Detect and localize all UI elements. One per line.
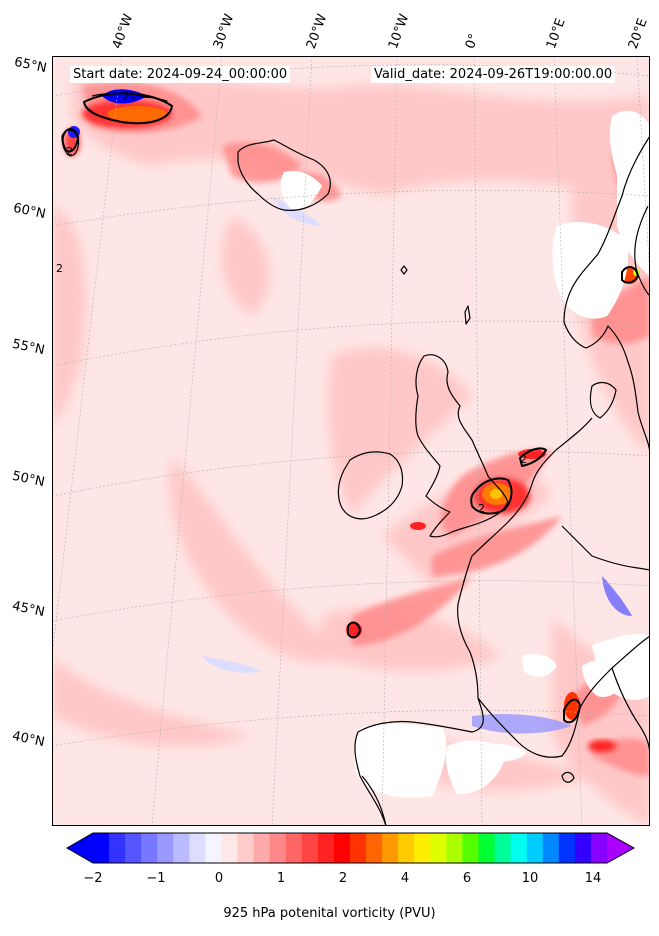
colorbar-swatch <box>125 833 142 863</box>
contour-label: 2 <box>520 453 527 466</box>
colorbar-swatch <box>269 833 287 863</box>
lon-label-10w: 10°W <box>385 12 413 51</box>
colorbar-swatch <box>141 833 158 863</box>
lon-label-30w: 30°W <box>210 12 238 51</box>
colorbar-swatch <box>478 833 496 863</box>
colorbar-swatch <box>366 833 383 863</box>
colorbar-swatch <box>542 833 560 863</box>
colorbar-swatch <box>109 833 126 863</box>
colorbar-tick: 2 <box>338 871 348 886</box>
colorbar-swatch <box>398 833 415 863</box>
colorbar-outline <box>66 832 636 864</box>
colorbar-swatch <box>157 833 174 863</box>
lat-label-55n: 55°N <box>10 336 46 359</box>
lon-label-20e: 20°E <box>625 16 651 51</box>
colorbar-tick: −2 <box>83 871 103 886</box>
lat-label-45n: 45°N <box>10 598 46 621</box>
colorbar-tick: 6 <box>462 871 472 886</box>
lat-label-60n: 60°N <box>11 200 47 223</box>
lat-label-50n: 50°N <box>10 468 46 491</box>
colorbar-swatch <box>221 833 239 863</box>
pv-negative-patches <box>68 89 632 734</box>
contour-label: 2 <box>56 262 63 275</box>
colorbar-tick: 4 <box>400 871 410 886</box>
contour-label: 2 <box>66 145 73 158</box>
colorbar-swatch <box>237 833 255 863</box>
coast-iceland <box>237 139 331 211</box>
colorbar-tick: 0 <box>214 871 224 886</box>
colorbar-swatch <box>462 833 479 863</box>
masked-terrain <box>280 110 650 798</box>
graticule <box>52 56 650 826</box>
colorbar-tick: 10 <box>521 871 539 886</box>
colorbar-swatch <box>350 833 367 863</box>
colorbar-tick: 1 <box>276 871 286 886</box>
coast-continental-europe <box>354 417 593 826</box>
colorbar-swatch <box>301 833 319 863</box>
contour-label: 2 <box>122 90 129 103</box>
colorbar-label: 925 hPa potenital vorticity (PVU) <box>223 906 436 921</box>
contour-pv2-uk <box>470 477 513 515</box>
lat-label-65n: 65°N <box>12 54 48 77</box>
colorbar-swatch <box>510 833 528 863</box>
contour-pv2-mediterranean <box>563 698 581 724</box>
contour-pv2-north-sea <box>519 447 547 467</box>
lon-label-20w: 20°W <box>303 12 331 51</box>
contour-label: 2 <box>478 502 485 515</box>
lon-label-10e: 10°E <box>543 16 569 51</box>
colorbar-swatch <box>173 833 190 863</box>
colorbar-swatch <box>93 833 110 863</box>
colorbar-swatch <box>446 833 463 863</box>
lon-label-0: 0° <box>462 31 483 51</box>
colorbar-swatch <box>253 833 271 863</box>
colorbar-swatch <box>285 833 303 863</box>
contour-pv2-norway <box>621 266 639 284</box>
colorbar-extend-high <box>607 833 634 863</box>
colorbar-swatch <box>590 833 608 863</box>
contour-labels: 2 2 2 2 2 <box>56 90 527 515</box>
colorbar-swatch <box>558 833 576 863</box>
colorbar-swatch <box>574 833 592 863</box>
colorbar <box>66 832 636 864</box>
colorbar-swatch <box>494 833 512 863</box>
contour-pv2-biscay <box>347 621 361 639</box>
colorbar-extend-low <box>67 833 93 863</box>
contour-pv2-greenland-south <box>61 128 79 153</box>
colorbar-swatch <box>414 833 431 863</box>
colorbar-swatch <box>382 833 399 863</box>
contour-pv2-greenland <box>83 92 173 125</box>
colorbar-swatch <box>526 833 544 863</box>
colorbar-swatch <box>430 833 447 863</box>
coast-ireland <box>337 451 404 520</box>
colorbar-swatch <box>189 833 206 863</box>
colorbar-swatch <box>333 833 351 863</box>
lat-label-40n: 40°N <box>10 728 46 751</box>
coastlines <box>61 92 650 826</box>
coast-great-britain <box>415 354 509 538</box>
colorbar-tick: −1 <box>146 871 166 886</box>
pv-map: 2 2 2 2 2 <box>52 56 650 826</box>
coast-scandinavia <box>563 135 650 457</box>
lon-label-40w: 40°W <box>109 12 137 51</box>
start-date-label: Start date: 2024-09-24_00:00:00 <box>70 66 291 83</box>
colorbar-swatch <box>205 833 222 863</box>
colorbar-tick: 14 <box>584 871 602 886</box>
colorbar-swatch <box>317 833 335 863</box>
valid-date-label: Valid_date: 2024-09-26T19:00:00.00 <box>371 66 616 83</box>
coast-denmark <box>589 381 617 419</box>
map-frame <box>52 56 650 826</box>
